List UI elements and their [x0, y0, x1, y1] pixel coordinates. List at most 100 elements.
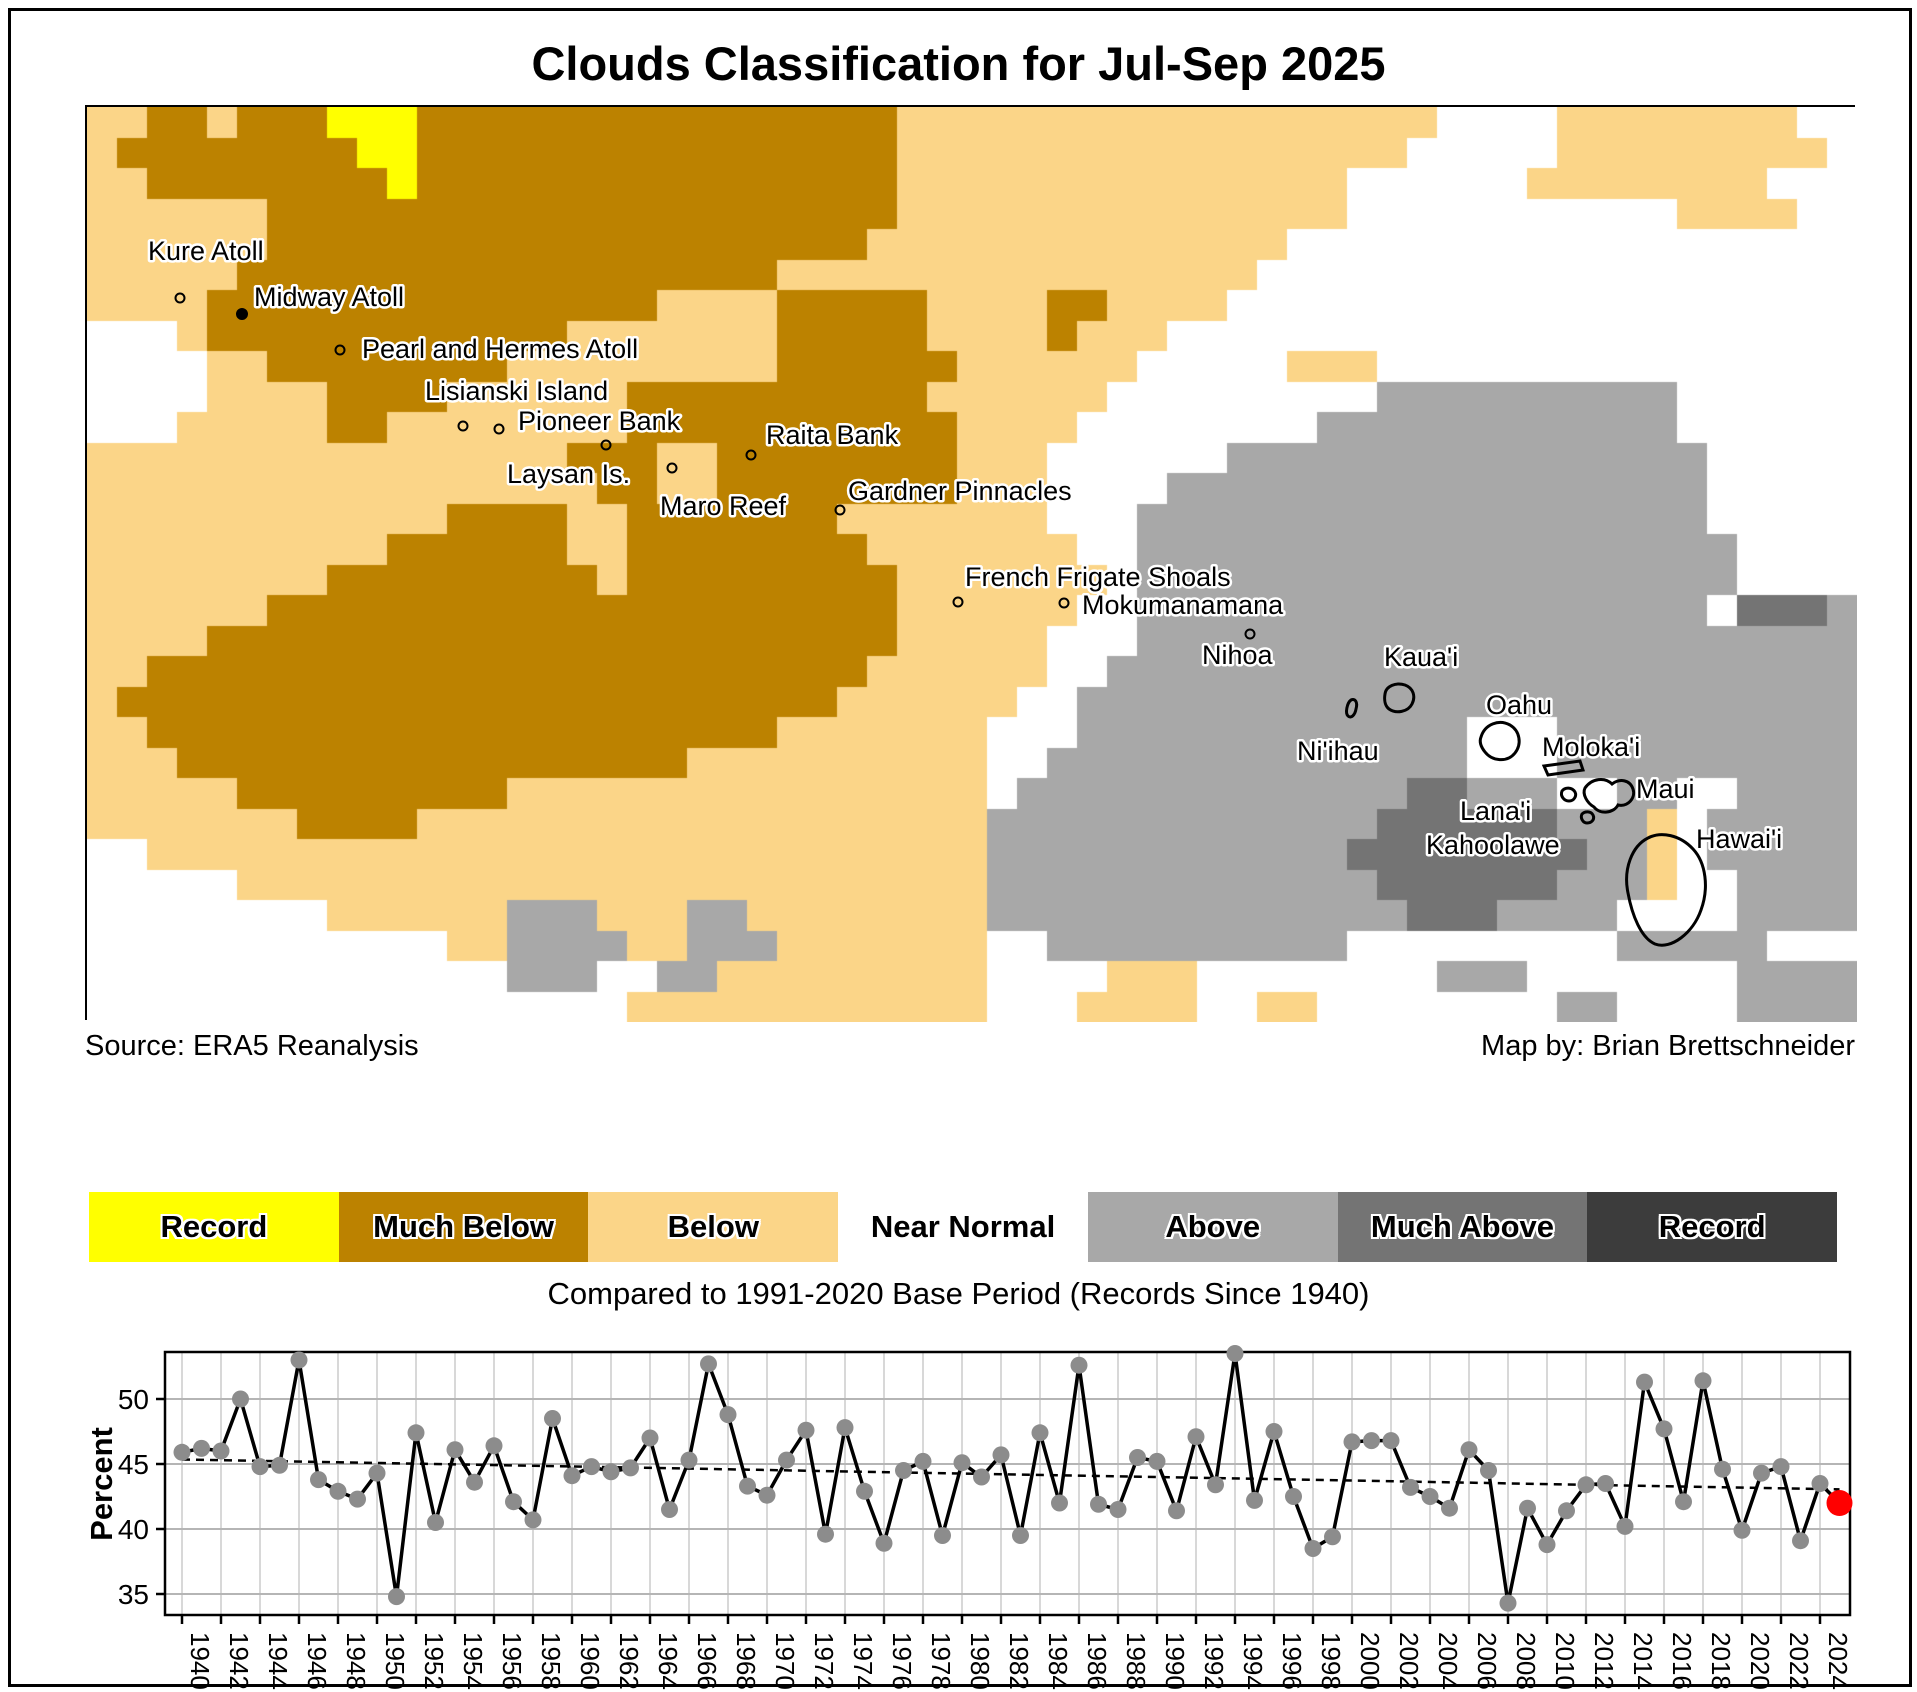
data-point	[1148, 1452, 1166, 1470]
data-point	[973, 1468, 990, 1486]
x-tick-label: 2020	[1745, 1632, 1775, 1690]
x-tick-label: 1974	[848, 1632, 878, 1690]
data-point	[817, 1525, 834, 1543]
data-point	[563, 1467, 581, 1485]
data-point	[1421, 1488, 1439, 1505]
maui-island	[1582, 778, 1636, 814]
data-point	[1382, 1432, 1400, 1450]
y-tick-label: 50	[118, 1384, 149, 1415]
x-tick-label: 2014	[1628, 1632, 1658, 1690]
x-tick-label: 1942	[224, 1632, 254, 1690]
map-label: Pearl and Hermes Atoll	[362, 334, 638, 364]
map-label: Pioneer Bank	[518, 406, 681, 436]
data-point	[349, 1490, 366, 1508]
data-point	[368, 1464, 386, 1482]
kure-atoll-marker	[174, 292, 186, 304]
data-point	[1187, 1428, 1205, 1446]
data-point	[290, 1351, 308, 1369]
x-tick-label: 1968	[731, 1632, 761, 1690]
data-point	[914, 1452, 932, 1470]
data-point	[1675, 1493, 1692, 1511]
data-point	[1636, 1373, 1653, 1391]
map-label: Raita Bank	[766, 420, 899, 450]
data-point	[602, 1463, 620, 1481]
x-tick-label: 1988	[1121, 1632, 1151, 1690]
map-label: Maui	[1636, 774, 1695, 804]
data-point	[1519, 1499, 1536, 1517]
data-point	[661, 1501, 678, 1518]
source-label: Source: ERA5 Reanalysis	[85, 1030, 419, 1062]
data-point	[797, 1421, 815, 1439]
lisianski-marker	[457, 420, 469, 432]
data-point	[1402, 1478, 1419, 1496]
x-tick-label: 1972	[809, 1632, 839, 1690]
data-point	[329, 1482, 347, 1500]
classification-map: Kure Atoll Midway Atoll Pearl and Hermes A…	[85, 105, 1857, 1022]
data-point	[388, 1588, 405, 1606]
data-point	[1714, 1460, 1731, 1478]
y-tick-label: 40	[118, 1514, 149, 1545]
x-tick-label: 2012	[1589, 1632, 1619, 1690]
data-point	[505, 1493, 522, 1511]
map-label: Hawai'i	[1696, 824, 1782, 854]
map-label: Laysan Is.	[507, 459, 630, 489]
data-point	[934, 1527, 951, 1544]
data-point	[1538, 1536, 1556, 1554]
data-point	[1792, 1532, 1809, 1550]
x-tick-label: 1944	[263, 1632, 293, 1690]
data-point	[875, 1534, 893, 1552]
x-tick-label: 1966	[692, 1632, 722, 1690]
x-tick-label: 2022	[1784, 1632, 1814, 1690]
credit-label: Map by: Brian Brettschneider	[1481, 1030, 1855, 1062]
data-point	[1499, 1594, 1517, 1612]
data-point	[173, 1443, 191, 1461]
x-tick-label: 2008	[1511, 1632, 1541, 1690]
map-overlay: Kure Atoll Midway Atoll Pearl and Hermes A…	[146, 234, 1785, 947]
data-point	[310, 1471, 327, 1489]
x-tick-label: 1984	[1043, 1632, 1073, 1690]
x-tick-label: 1980	[965, 1632, 995, 1690]
data-point	[1051, 1494, 1068, 1512]
y-tick-label: 45	[118, 1449, 149, 1480]
x-tick-label: 1956	[497, 1632, 527, 1690]
data-point	[1090, 1495, 1107, 1513]
map-label: Kaua'i	[1384, 642, 1458, 672]
data-point	[544, 1410, 561, 1427]
x-tick-label: 1982	[1004, 1632, 1034, 1690]
data-point	[1753, 1464, 1770, 1482]
legend-item-record-0: Record	[89, 1192, 339, 1262]
legend-item-much-above-5: Much Above	[1337, 1192, 1588, 1262]
data-point	[485, 1437, 503, 1455]
legend-bar: Record Much Below Below Near Normal Above Muc…	[89, 1192, 1838, 1262]
x-tick-label: 1998	[1316, 1632, 1346, 1690]
data-point	[953, 1454, 971, 1472]
x-tick-label: 1994	[1238, 1632, 1268, 1690]
data-point	[1597, 1475, 1614, 1492]
plot-border	[163, 1350, 1852, 1617]
gardner-pinnacles-marker	[834, 504, 846, 516]
data-point	[193, 1439, 210, 1457]
data-point	[778, 1451, 795, 1469]
data-point	[1772, 1458, 1790, 1476]
data-point	[1577, 1476, 1595, 1494]
data-point	[836, 1419, 854, 1437]
raita-bank-marker	[745, 449, 757, 461]
x-tick-label: 1958	[536, 1632, 566, 1690]
data-point	[407, 1424, 425, 1442]
data-point	[1246, 1491, 1263, 1509]
trend-line	[181, 1458, 1840, 1491]
data-point	[212, 1442, 230, 1460]
x-tick-label: 2002	[1394, 1632, 1424, 1690]
data-point	[232, 1390, 249, 1408]
map-label: Lisianski Island	[425, 376, 608, 406]
x-tick-label: 1946	[302, 1632, 332, 1690]
data-point	[1109, 1501, 1127, 1518]
data-point	[1655, 1420, 1673, 1438]
data-point	[466, 1473, 483, 1491]
lisianski-marker-2	[493, 423, 505, 435]
y-axis-label: Percent	[84, 1427, 119, 1541]
lanai-island	[1560, 786, 1578, 803]
data-point	[271, 1456, 288, 1474]
map-label: Maro Reef	[660, 491, 787, 521]
